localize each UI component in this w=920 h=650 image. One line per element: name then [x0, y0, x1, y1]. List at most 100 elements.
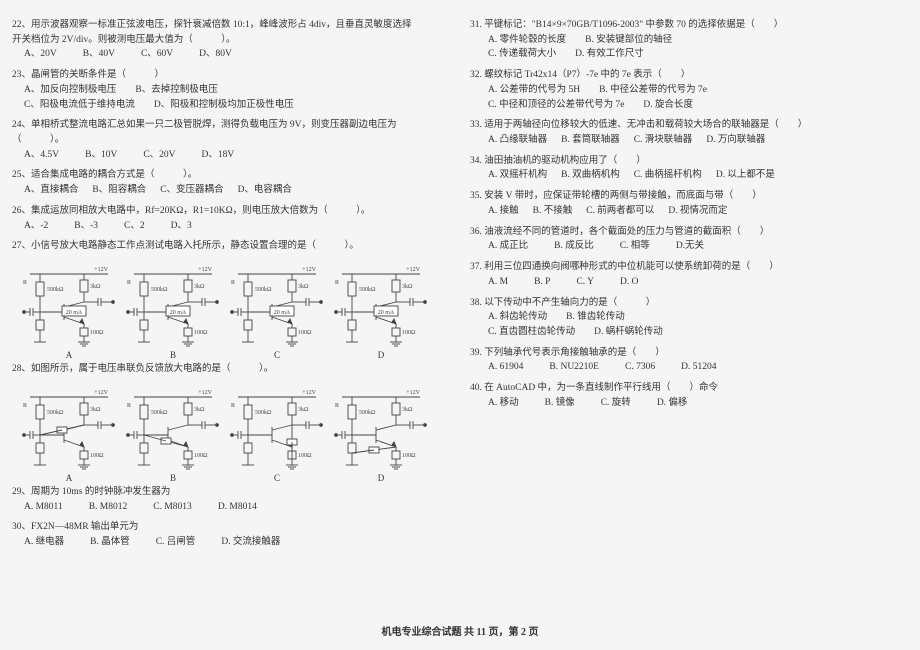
- q39: 39. 下列轴承代号表示角接触轴承的是（ ） A. 61904 B. NU221…: [470, 346, 908, 375]
- q34-opts: A. 双摇杆机构 B. 双曲柄机构 C. 曲柄摇杆机构 D. 以上都不是: [488, 168, 908, 183]
- svg-text:3kΩ: 3kΩ: [298, 284, 309, 290]
- opt: A. 凸缘联轴器: [488, 133, 547, 148]
- opt: B. 套筒联轴器: [561, 133, 620, 148]
- q28-stem: 28、如图所示，属于电压串联负反馈放大电路的是（ ）。: [12, 362, 450, 377]
- svg-text:100Ω: 100Ω: [298, 453, 312, 459]
- circuit-diagram: +12VR500kΩ3kΩ100Ω20 mAC: [228, 264, 326, 360]
- opt: B、-3: [74, 219, 98, 234]
- svg-text:R: R: [127, 280, 131, 286]
- svg-text:500kΩ: 500kΩ: [359, 287, 376, 293]
- opt: D、3: [171, 219, 192, 234]
- circuit-diagram: +12VR500kΩ3kΩ100ΩC: [228, 387, 326, 483]
- q35: 35. 安装 V 带时，应保证带轮槽的两侧与带接触，而底面与带（ ） A. 接触…: [470, 189, 908, 218]
- page-footer: 机电专业综合试题 共 11 页，第 2 页: [382, 623, 539, 638]
- svg-text:3kΩ: 3kΩ: [298, 407, 309, 413]
- q34: 34. 油田抽油机的驱动机构应用了（ ） A. 双摇杆机构 B. 双曲柄机构 C…: [470, 154, 908, 183]
- circuit-diagram: +12VR500kΩ3kΩ100ΩA: [20, 387, 118, 483]
- q23-opt-cd: C、阳极电流低于维持电流 D、阳极和控制极均加正极性电压: [24, 98, 450, 113]
- opt: A、直接耦合: [24, 183, 78, 198]
- svg-text:500kΩ: 500kΩ: [255, 410, 272, 416]
- opt: A. 61904: [488, 360, 523, 375]
- opt: D. 51204: [681, 360, 716, 375]
- q29-opts: A. M8011 B. M8012 C. M8013 D. M8014: [24, 500, 450, 515]
- q29: 29、周期为 10ms 的时钟脉冲发生器为 A. M8011 B. M8012 …: [12, 485, 450, 514]
- opt: A、20V: [24, 47, 57, 62]
- opt: B. P: [534, 275, 550, 290]
- svg-text:R: R: [127, 403, 131, 409]
- right-column: 31. 平键标记："B14×9×70GB/T1096-2003" 中参数 70 …: [470, 18, 908, 632]
- q31-stem: 31. 平键标记："B14×9×70GB/T1096-2003" 中参数 70 …: [470, 18, 908, 33]
- q22-opts: A、20V B、40V C、60V D、80V: [24, 47, 450, 62]
- opt: A. 移动: [488, 396, 519, 411]
- q22-stem2: 开关档位为 2V/div。则被测电压最大值为（ ）。: [12, 33, 450, 48]
- fig-label: D: [378, 350, 385, 360]
- q22-stem1: 22、用示波器观察一标准正弦波电压，探针衰减倍数 10:1，峰峰波形占 4div…: [12, 18, 450, 33]
- svg-text:100Ω: 100Ω: [402, 453, 416, 459]
- svg-text:+12V: +12V: [198, 390, 212, 396]
- opt: C. 7306: [625, 360, 655, 375]
- svg-text:3kΩ: 3kΩ: [90, 407, 101, 413]
- svg-text:500kΩ: 500kΩ: [47, 410, 64, 416]
- opt: C、变压器耦合: [160, 183, 223, 198]
- q31-ab: A. 零件轮毂的长度 B. 安装键部位的轴径: [488, 33, 908, 48]
- opt: C. 旋转: [601, 396, 631, 411]
- opt: C. 前两者都可以: [586, 204, 654, 219]
- svg-text:R: R: [231, 403, 235, 409]
- q25-stem: 25、适合集成电路的耦合方式是（ ）。: [12, 168, 450, 183]
- opt: D. 交流接触器: [221, 535, 280, 550]
- opt: A. M: [488, 275, 508, 290]
- svg-text:R: R: [23, 403, 27, 409]
- q26-stem: 26、集成运放同相放大电路中，Rf=20KΩ，R1=10KΩ，则电压放大倍数为（…: [12, 204, 450, 219]
- svg-text:+12V: +12V: [94, 390, 108, 396]
- svg-text:100Ω: 100Ω: [402, 330, 416, 336]
- svg-text:20 mA: 20 mA: [66, 310, 83, 316]
- svg-text:3kΩ: 3kΩ: [90, 284, 101, 290]
- svg-text:500kΩ: 500kΩ: [359, 410, 376, 416]
- q40: 40. 在 AutoCAD 中，为一条直线制作平行线用（ ）命令 A. 移动 B…: [470, 381, 908, 410]
- opt: A. 继电器: [24, 535, 64, 550]
- q26: 26、集成运放同相放大电路中，Rf=20KΩ，R1=10KΩ，则电压放大倍数为（…: [12, 204, 450, 233]
- svg-text:+12V: +12V: [94, 267, 108, 273]
- opt: D、18V: [202, 148, 235, 163]
- q32: 32. 螺纹标记 Tr42x14（P7）-7e 中的 7e 表示（ ） A. 公…: [470, 68, 908, 112]
- fig-label: B: [170, 350, 176, 360]
- svg-text:500kΩ: 500kΩ: [255, 287, 272, 293]
- svg-text:20 mA: 20 mA: [378, 310, 395, 316]
- q31: 31. 平键标记："B14×9×70GB/T1096-2003" 中参数 70 …: [470, 18, 908, 62]
- q36-opts: A. 成正比 B. 成反比 C. 相等 D.无关: [488, 239, 908, 254]
- opt: D. 偏移: [657, 396, 688, 411]
- opt: A. M8011: [24, 500, 63, 515]
- opt: D. 以上都不是: [716, 168, 775, 183]
- svg-text:20 mA: 20 mA: [170, 310, 187, 316]
- q28-figs: +12VR500kΩ3kΩ100ΩA+12VR500kΩ3kΩ100ΩB+12V…: [20, 387, 450, 483]
- opt: D、80V: [199, 47, 232, 62]
- q31-cd: C. 传递载荷大小 D. 有效工作尺寸: [488, 47, 908, 62]
- fig-label: A: [66, 350, 73, 360]
- svg-text:3kΩ: 3kΩ: [402, 284, 413, 290]
- opt: B、40V: [83, 47, 115, 62]
- circuit-diagram: +12VR500kΩ3kΩ100ΩB: [124, 387, 222, 483]
- q36-stem: 36. 油液流经不同的管道时，各个截面处的压力与管道的截面积（ ）: [470, 225, 908, 240]
- q25-opts: A、直接耦合 B、阻容耦合 C、变压器耦合 D、电容耦合: [24, 183, 450, 198]
- q38: 38. 以下传动中不产生轴向力的是（ ） A. 斜齿轮传动 B. 锥齿轮传动 C…: [470, 296, 908, 340]
- opt: A、4.5V: [24, 148, 59, 163]
- opt: B. 成反比: [554, 239, 594, 254]
- q40-stem: 40. 在 AutoCAD 中，为一条直线制作平行线用（ ）命令: [470, 381, 908, 396]
- svg-text:+12V: +12V: [302, 390, 316, 396]
- q40-opts: A. 移动 B. 镜像 C. 旋转 D. 偏移: [488, 396, 908, 411]
- q32-cd: C. 中径和顶径的公差带代号为 7e D. 旋合长度: [488, 98, 908, 113]
- q39-stem: 39. 下列轴承代号表示角接触轴承的是（ ）: [470, 346, 908, 361]
- opt: C. M8013: [153, 500, 192, 515]
- opt: D、电容耦合: [238, 183, 292, 198]
- opt: C、20V: [143, 148, 175, 163]
- svg-text:3kΩ: 3kΩ: [402, 407, 413, 413]
- left-column: 22、用示波器观察一标准正弦波电压，探针衰减倍数 10:1，峰峰波形占 4div…: [12, 18, 450, 632]
- q30: 30、FX2N—48MR 输出单元为 A. 继电器 B. 晶体管 C. 吕闸管 …: [12, 520, 450, 549]
- svg-text:100Ω: 100Ω: [194, 453, 208, 459]
- q39-opts: A. 61904 B. NU2210E C. 7306 D. 51204: [488, 360, 908, 375]
- q35-opts: A. 接触 B. 不接触 C. 前两者都可以 D. 视情况而定: [488, 204, 908, 219]
- opt: D. 万向联轴器: [706, 133, 765, 148]
- opt: B. 不接触: [533, 204, 573, 219]
- svg-text:+12V: +12V: [406, 267, 420, 273]
- q27-stem: 27、小信号放大电路静态工作点测试电路入托所示，静态设置合理的是（ ）。: [12, 239, 450, 254]
